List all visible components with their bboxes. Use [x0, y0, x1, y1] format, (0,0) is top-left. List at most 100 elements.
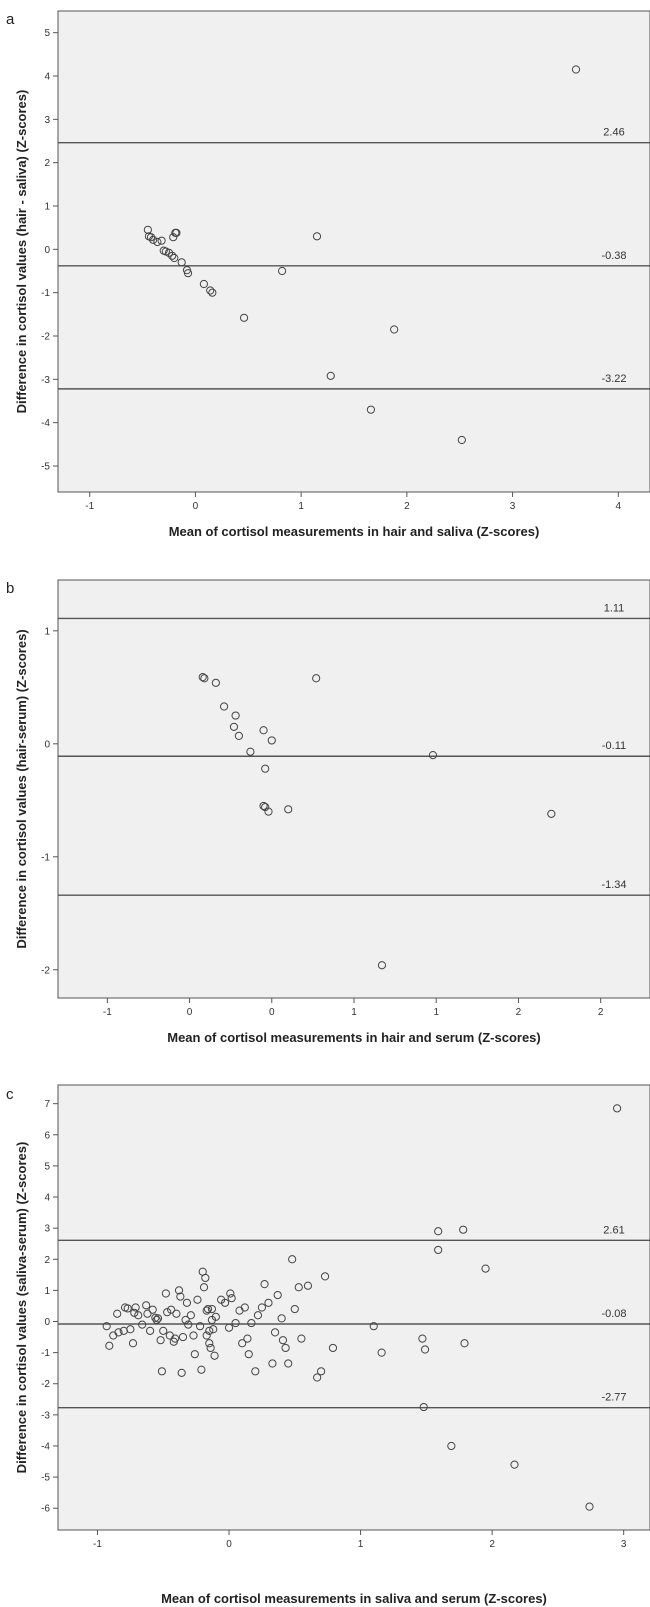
y-tick-label: -4: [41, 1441, 50, 1452]
data-point: [418, 1334, 427, 1343]
data-point: [178, 1332, 188, 1342]
data-point: [239, 313, 249, 322]
data-point: [170, 1334, 180, 1343]
data-point: [267, 736, 276, 745]
y-tick-label: 2: [44, 158, 50, 169]
data-point: [172, 1309, 181, 1318]
data-point: [128, 1339, 138, 1348]
data-point: [226, 1289, 235, 1298]
data-point: [290, 1304, 299, 1314]
y-tick-label: -1: [41, 1348, 50, 1359]
data-point: [224, 1323, 234, 1332]
data-point: [284, 805, 293, 814]
data-point: [219, 702, 229, 711]
data-point: [159, 1326, 168, 1335]
x-axis-title: Mean of cortisol measurements in hair an…: [167, 1030, 541, 1045]
y-tick-label: -2: [41, 1379, 50, 1390]
data-point: [238, 1339, 247, 1348]
data-point: [234, 731, 243, 741]
data-point: [460, 1339, 469, 1348]
data-point: [148, 1305, 157, 1314]
data-point: [174, 1286, 184, 1295]
reference-line-label: -1.34: [601, 879, 626, 891]
data-point: [229, 722, 239, 731]
y-tick-label: 2: [44, 1255, 50, 1266]
data-point: [143, 1309, 152, 1318]
data-point: [231, 1318, 240, 1328]
data-point: [209, 1325, 218, 1334]
data-point: [303, 1281, 313, 1290]
y-tick-label: 0: [44, 245, 50, 256]
x-tick-label: -1: [103, 1007, 112, 1018]
data-point: [261, 764, 270, 773]
data-point: [193, 1295, 202, 1304]
data-point: [197, 1365, 206, 1374]
data-point: [434, 1245, 443, 1255]
data-point: [134, 1311, 143, 1320]
data-point: [547, 809, 556, 818]
data-point: [190, 1350, 199, 1359]
data-point: [201, 1273, 210, 1283]
data-point: [240, 1303, 249, 1312]
data-point: [123, 1304, 132, 1313]
data-point: [207, 1304, 217, 1314]
y-tick-label: 6: [44, 1130, 50, 1141]
data-point: [208, 288, 217, 297]
data-point: [195, 1322, 205, 1331]
data-point: [210, 1351, 219, 1360]
reference-line-label: -0.11: [602, 740, 626, 752]
data-point: [260, 1280, 269, 1289]
data-point: [156, 1336, 165, 1345]
data-point: [317, 1367, 326, 1376]
data-point: [199, 1283, 209, 1292]
data-point: [146, 233, 156, 242]
y-tick-label: -2: [41, 965, 50, 976]
y-axis-title: Difference in cortisol values (saliva-se…: [14, 1142, 29, 1474]
y-tick-label: 1: [44, 1286, 50, 1297]
data-point: [326, 371, 335, 380]
y-axis-title: Difference in cortisol values (hair-seru…: [14, 629, 29, 948]
x-tick-label: 4: [616, 501, 622, 512]
data-point: [138, 1320, 147, 1329]
x-tick-label: 3: [621, 1539, 627, 1550]
data-point: [244, 1350, 253, 1359]
y-tick-label: -3: [41, 375, 50, 386]
data-point: [202, 1306, 211, 1315]
y-tick-label: -1: [41, 852, 50, 863]
data-point: [157, 236, 166, 245]
data-point: [251, 1367, 260, 1376]
data-point: [206, 1343, 215, 1353]
plot-area: [57, 1084, 650, 1531]
data-point: [243, 1334, 252, 1343]
data-point: [313, 1373, 322, 1382]
x-tick-label: 1: [351, 1007, 357, 1018]
data-point: [273, 1290, 282, 1300]
data-point: [613, 1104, 622, 1113]
data-point: [142, 1301, 151, 1310]
reference-line-label: 2.46: [603, 127, 624, 139]
x-tick-label: 1: [433, 1007, 439, 1018]
data-point: [419, 1402, 428, 1412]
data-point: [297, 1334, 306, 1343]
data-point: [288, 1255, 297, 1264]
y-tick-label: 3: [44, 1224, 50, 1235]
y-tick-label: 0: [44, 1317, 50, 1328]
y-tick-label: -6: [41, 1504, 50, 1515]
data-point: [366, 405, 376, 414]
y-tick-label: 5: [44, 1161, 50, 1172]
data-point: [447, 1441, 456, 1451]
data-point: [284, 1359, 293, 1368]
data-point: [253, 1311, 263, 1320]
data-point: [268, 1359, 277, 1368]
reference-line-label: -3.22: [601, 373, 626, 385]
y-tick-label: -1: [41, 288, 50, 299]
data-point: [176, 1292, 185, 1301]
data-point: [202, 1331, 211, 1340]
reference-line-label: -0.08: [601, 1308, 626, 1320]
x-axis-title: Mean of cortisol measurements in hair an…: [169, 524, 540, 539]
x-tick-label: 0: [193, 501, 199, 512]
reference-line-label: 2.61: [603, 1224, 624, 1236]
x-tick-label: 2: [404, 501, 410, 512]
plot-area: [57, 10, 650, 493]
